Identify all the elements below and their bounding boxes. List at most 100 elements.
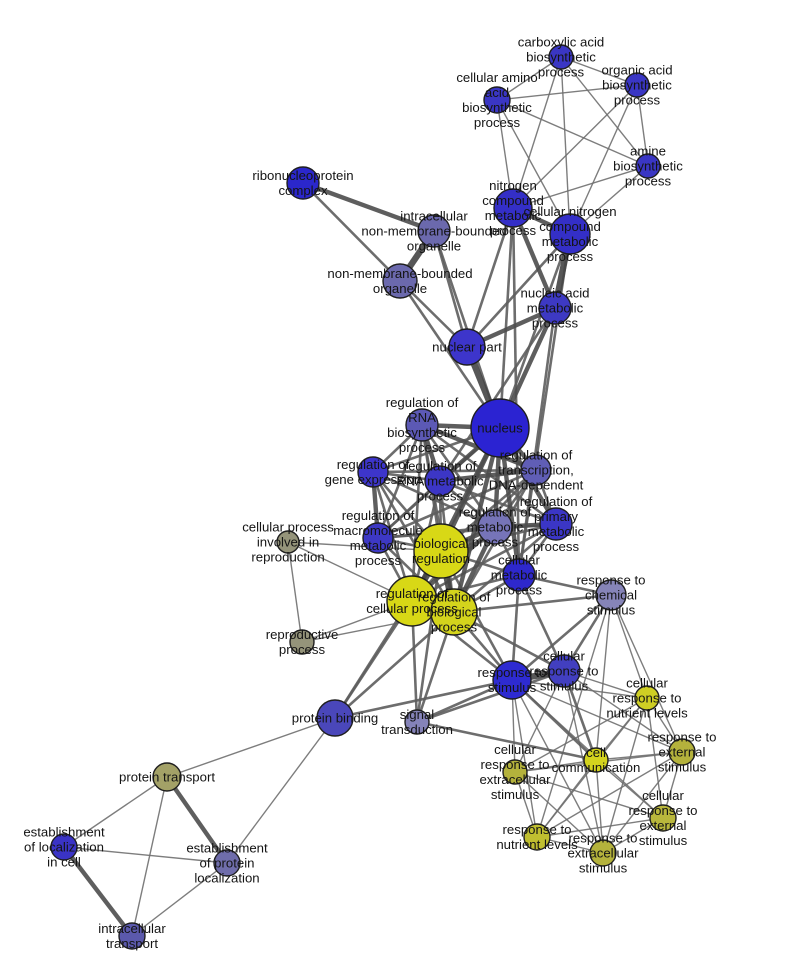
- graph-edge-ca-oa: [560, 56, 638, 86]
- graph-node-cpir[interactable]: cellular process involved in reproductio…: [276, 530, 300, 554]
- graph-edge-crexs-rnl: [536, 817, 664, 838]
- graph-edge-cncm-nuc: [498, 233, 572, 429]
- graph-node-rexs[interactable]: response to extracellular stimulus: [589, 839, 617, 867]
- graph-edge-ncm-nuc: [498, 207, 515, 429]
- graph-edge-caa-cncm: [496, 99, 571, 235]
- graph-node-cm[interactable]: cellular metabolic process: [502, 558, 536, 592]
- graph-node-crexs[interactable]: cellular response to external stimulus: [649, 804, 677, 832]
- graph-edge-pt-epl: [165, 775, 229, 865]
- graph-node-nam[interactable]: nucleic acid metabolic process: [538, 291, 572, 325]
- graph-edge-crnl-rexs: [602, 697, 648, 854]
- graph-edge-rnp-inmbo: [302, 180, 435, 234]
- graph-edge-pt-pb: [166, 717, 336, 778]
- graph-edge-cc-rexs: [595, 759, 604, 854]
- graph-edge-rs-res: [511, 679, 683, 753]
- graph-edge-elc-epl: [63, 846, 228, 864]
- graph-edge-crnl-cres: [514, 697, 648, 773]
- graph-node-rrm[interactable]: regulation of RNA metabolic process: [424, 465, 456, 497]
- graph-edge-epl-it: [131, 862, 228, 937]
- graph-node-rnl[interactable]: response to nutrient levels: [523, 823, 551, 851]
- graph-edge-oa-cncm: [569, 84, 638, 235]
- graph-node-ca[interactable]: carboxylic acid biosynthetic process: [548, 44, 574, 70]
- graph-edge-rnp-nmbo: [302, 182, 401, 282]
- graph-edge-cres-rexs: [514, 771, 604, 854]
- graph-node-am[interactable]: amine biosynthetic process: [635, 153, 661, 179]
- graph-edge-caa-am: [496, 99, 649, 167]
- graph-node-np[interactable]: nuclear part: [448, 328, 486, 366]
- graph-edge-cc-crexs: [595, 759, 664, 819]
- graph-edge-st-cc: [416, 720, 597, 762]
- graph-node-rrbp[interactable]: regulation of RNA biosynthetic process: [405, 408, 439, 442]
- graph-edge-crs-st: [416, 669, 565, 724]
- graph-node-crs[interactable]: cellular response to stimulus: [547, 654, 581, 688]
- graph-edge-ca-ncm: [512, 56, 562, 209]
- graph-node-rcp[interactable]: regulation of cellular process: [386, 575, 438, 627]
- graph-node-res[interactable]: response to external stimulus: [668, 738, 696, 766]
- label-layer: carboxylic acid biosynthetic process organi…: [23, 35, 716, 952]
- graph-edge-rbp-pb: [334, 611, 455, 719]
- graph-edge-rs-rnl: [511, 679, 538, 838]
- graph-node-oa[interactable]: organic acid biosynthetic process: [624, 72, 650, 98]
- graph-edge-rge-rbp: [371, 471, 456, 613]
- graph-edge-rs-pb: [334, 678, 513, 720]
- graph-node-cc[interactable]: cell communication: [583, 747, 609, 773]
- graph-node-nuc[interactable]: nucleus: [470, 398, 530, 458]
- graph-edge-oa-caa: [496, 84, 638, 101]
- graph-node-ncm[interactable]: nitrogen compound metabolic process: [493, 188, 533, 228]
- graph-node-rmm[interactable]: regulation of macromolecule metabolic pr…: [362, 522, 394, 554]
- graph-node-cres[interactable]: cellular response to extracellular stimu…: [502, 759, 528, 785]
- graph-node-inmbo[interactable]: intracellular non-membrane-bounded organ…: [417, 214, 451, 248]
- graph-node-st[interactable]: signal transduction: [404, 709, 430, 735]
- graph-node-elc[interactable]: establishment of localization in cell: [50, 833, 78, 861]
- graph-edge-cres-crexs: [514, 771, 664, 819]
- graph-edge-pt-it: [131, 776, 168, 937]
- graph-edge-crnl-crexs: [646, 697, 664, 819]
- graph-node-pb[interactable]: protein binding: [316, 699, 354, 737]
- graph-edge-rt-rrm: [439, 467, 537, 484]
- graph-edge-cm-crs: [517, 574, 566, 672]
- graph-node-rbp[interactable]: regulation of biological process: [430, 588, 478, 636]
- graph-node-br[interactable]: biological regulation: [413, 523, 469, 579]
- graph-edge-am-ncm: [512, 165, 649, 209]
- graph-edge-rcs-rs: [511, 594, 612, 681]
- edge-layer: [62, 56, 683, 938]
- graph-edge-epl-pb: [226, 717, 336, 864]
- graph-node-it[interactable]: intracellular transport: [118, 922, 146, 950]
- graph-edge-np-cncm: [466, 233, 571, 348]
- graph-edge-elc-it: [62, 845, 134, 938]
- graph-node-nmbo[interactable]: non-membrane-bounded organelle: [382, 263, 418, 299]
- graph-edge-rcs-res: [610, 594, 683, 753]
- graph-node-crnl[interactable]: cellular response to nutrient levels: [634, 685, 660, 711]
- graph-edge-cpir-rp: [287, 541, 303, 643]
- graph-edge-res-rexs: [602, 751, 683, 854]
- graph-node-rcs[interactable]: response to chemical stimulus: [595, 579, 627, 611]
- graph-node-rt[interactable]: regulation of transcription, DNA-depende…: [520, 454, 552, 486]
- graph-edge-cc-rnl: [536, 759, 597, 838]
- node-layer: carboxylic acid biosynthetic process orga…: [50, 44, 696, 950]
- graph-edge-np-ncm: [465, 207, 515, 348]
- graph-node-epl[interactable]: establishment of protein localization: [213, 849, 241, 877]
- graph-node-pt[interactable]: protein transport: [152, 762, 182, 792]
- graph-edge-rrbp-rm: [420, 424, 497, 528]
- graph-node-cncm[interactable]: cellular nitrogen compound metabolic pro…: [549, 213, 591, 255]
- graph-node-rm[interactable]: regulation of metabolic process: [477, 509, 513, 545]
- graph-node-rnp[interactable]: ribonucleoprotein complex: [286, 166, 320, 200]
- graph-node-caa[interactable]: cellular amino acid biosynthetic process: [483, 86, 511, 114]
- graph-node-rs[interactable]: response to stimulus: [492, 660, 532, 700]
- graph-edge-rge-rm: [372, 470, 496, 529]
- graph-edge-rbp-rcs: [453, 593, 612, 614]
- graph-edge-crs-cres: [514, 670, 565, 773]
- graph-edge-pt-elc: [63, 776, 168, 848]
- graph-edge-oa-ncm: [512, 84, 638, 209]
- graph-node-rp[interactable]: reproductive process: [289, 629, 315, 655]
- graph-node-rpm[interactable]: regulation of primary metabolic process: [539, 507, 573, 541]
- graph-edge-res-rnl: [536, 751, 683, 838]
- graph-edge-rs-crnl: [511, 679, 648, 699]
- graph-edge-ca-am: [560, 56, 649, 167]
- graph-edge-nuc-rbp: [451, 427, 503, 613]
- graph-edge-oa-am: [636, 84, 649, 167]
- graph-edge-ca-cncm: [560, 56, 571, 235]
- graph-node-rge[interactable]: regulation of gene expression: [357, 456, 389, 488]
